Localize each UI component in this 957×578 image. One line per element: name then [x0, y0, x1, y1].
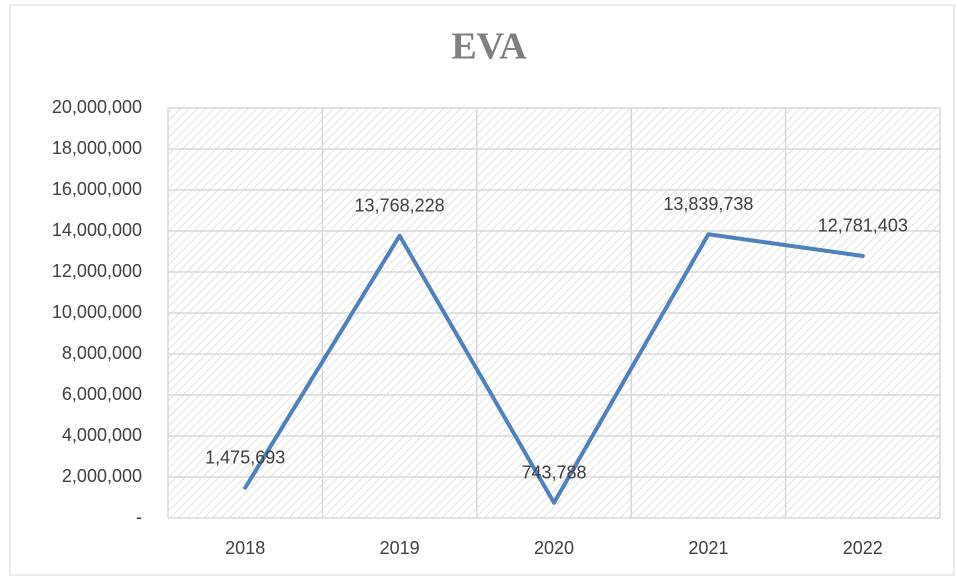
- x-tick-label: 2021: [688, 538, 728, 558]
- y-tick-label: 12,000,000: [52, 261, 142, 281]
- y-tick-label: 2,000,000: [62, 466, 142, 486]
- chart-title: EVA: [451, 26, 527, 68]
- data-label: 12,781,403: [818, 216, 908, 236]
- x-tick-label: 2018: [225, 538, 265, 558]
- data-line: [243, 232, 865, 505]
- data-label: 13,768,228: [355, 196, 445, 216]
- x-tick-label: 2020: [534, 538, 574, 558]
- y-tick-label: 10,000,000: [52, 302, 142, 322]
- y-tick-label: 16,000,000: [52, 179, 142, 199]
- y-tick-label: 8,000,000: [62, 343, 142, 363]
- x-tick-label: 2022: [843, 538, 883, 558]
- data-label: 1,475,693: [205, 447, 285, 467]
- y-tick-label: 6,000,000: [62, 384, 142, 404]
- data-label: 743,788: [521, 463, 586, 483]
- y-tick-label: 14,000,000: [52, 220, 142, 240]
- data-label: 13,839,738: [663, 194, 753, 214]
- y-tick-label: 20,000,000: [52, 97, 142, 117]
- y-tick-label: -: [136, 507, 142, 527]
- y-tick-label: 18,000,000: [52, 138, 142, 158]
- y-tick-label: 4,000,000: [62, 425, 142, 445]
- x-tick-label: 2019: [380, 538, 420, 558]
